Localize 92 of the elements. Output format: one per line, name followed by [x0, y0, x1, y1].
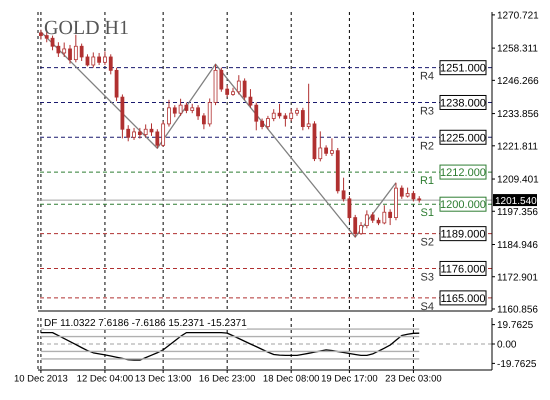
candlestick [242, 78, 247, 100]
candlestick [370, 212, 375, 224]
candlestick [74, 34, 78, 63]
candlestick [306, 83, 311, 130]
candlestick [196, 104, 200, 120]
candlestick [91, 52, 96, 68]
annotation: 1165.000 [440, 292, 486, 305]
annotation: 1189.000 [440, 228, 486, 241]
ref-line-label: R1 [420, 175, 434, 188]
annotation: 1238.000 [440, 97, 486, 110]
y-tick-label: 1233.856 [497, 109, 540, 120]
candlestick [283, 112, 288, 128]
candlestick [150, 122, 154, 136]
candlestick [56, 42, 60, 58]
x-tick-label: 23 Dec 03:00 [385, 374, 442, 385]
candlestick [126, 124, 130, 142]
candlestick [364, 210, 369, 229]
y-tick-label: 1221.811 [497, 141, 538, 152]
x-tick-label: 12 Dec 04:00 [76, 374, 134, 385]
candlestick [184, 102, 188, 114]
candlestick [190, 103, 194, 114]
ref-line-label: 1201.540 [495, 196, 538, 208]
ref-line-label: R2 [420, 140, 434, 152]
x-tick-label: 13 Dec 13:00 [134, 374, 192, 385]
y-tick-label: 1160.856 [497, 304, 538, 316]
candlestick [172, 104, 177, 118]
candlestick [406, 187, 410, 198]
candlestick [388, 208, 392, 226]
candlestick [86, 54, 90, 67]
candlestick [97, 52, 102, 66]
y-tick-label: 1246.266 [497, 76, 540, 87]
chart-title: GOLD H1 [44, 17, 129, 39]
annotation: 1176.000 [440, 263, 486, 276]
y-tick-label: 1184.946 [497, 240, 538, 252]
y-tick-label: 0.00 [497, 340, 517, 351]
candlestick [178, 98, 183, 116]
candlestick [68, 44, 72, 64]
candlestick [347, 196, 352, 223]
candlestick [202, 112, 206, 130]
candlestick [108, 54, 113, 75]
x-tick-label: 10 Dec 2013 [14, 374, 68, 385]
annotation: 1225.000 [440, 132, 486, 144]
candlestick [324, 144, 328, 157]
y-tick-label: 19.7625 [497, 320, 534, 332]
x-tick-label: 18 Dec 08:00 [262, 374, 320, 385]
candlestick [289, 108, 294, 122]
candlestick [225, 84, 230, 98]
candlestick [330, 138, 334, 157]
candlestick [248, 88, 252, 108]
ref-line-label: S4 [420, 300, 434, 313]
candlestick [254, 102, 258, 131]
candlestick [167, 99, 171, 128]
annotation: 1200.000 [440, 199, 486, 212]
ref-line-label: S3 [420, 271, 434, 284]
candlestick [50, 35, 54, 51]
candlestick [300, 107, 305, 131]
ref-line-label: S2 [420, 236, 434, 249]
candlestick [272, 108, 276, 122]
candlestick [412, 190, 416, 202]
candlestick [260, 118, 264, 130]
chart-title: DF 11.0322 7.6186 -7.6186 15.2371 -15.2371 [44, 318, 247, 329]
candlestick [132, 127, 136, 140]
candlestick [138, 127, 142, 140]
candlestick [62, 42, 66, 58]
ref-line-label: S1 [420, 207, 434, 220]
candlestick [155, 128, 160, 149]
candlestick [80, 43, 84, 62]
y-tick-label: -19.7625 [497, 358, 537, 370]
y-tick-label: 1209.401 [497, 174, 540, 186]
candlestick [278, 103, 282, 120]
candlestick [219, 67, 224, 92]
y-tick-label: 1172.901 [497, 272, 538, 284]
ref-line-label: R4 [420, 70, 434, 83]
x-tick-label: 19 Dec 17:00 [321, 374, 378, 385]
y-tick-label: 1197.356 [497, 206, 538, 218]
candlestick [103, 50, 107, 66]
y-tick-label: 1270.721 [497, 10, 540, 22]
candlestick [382, 204, 386, 225]
candlestick [318, 130, 322, 162]
annotation: 1251.000 [440, 62, 486, 75]
candlestick [342, 177, 346, 202]
candlestick [236, 74, 241, 95]
candlestick [400, 184, 404, 200]
y-tick-label: 1258.311 [497, 44, 538, 55]
candlestick [161, 120, 166, 148]
x-tick-label: 16 Dec 23:00 [198, 374, 256, 385]
candlestick [208, 98, 212, 128]
annotation: 1212.000 [440, 167, 486, 180]
candlestick [144, 124, 148, 138]
candlestick [39, 29, 43, 40]
ref-line-label: R3 [420, 105, 434, 118]
candlestick [266, 115, 270, 130]
